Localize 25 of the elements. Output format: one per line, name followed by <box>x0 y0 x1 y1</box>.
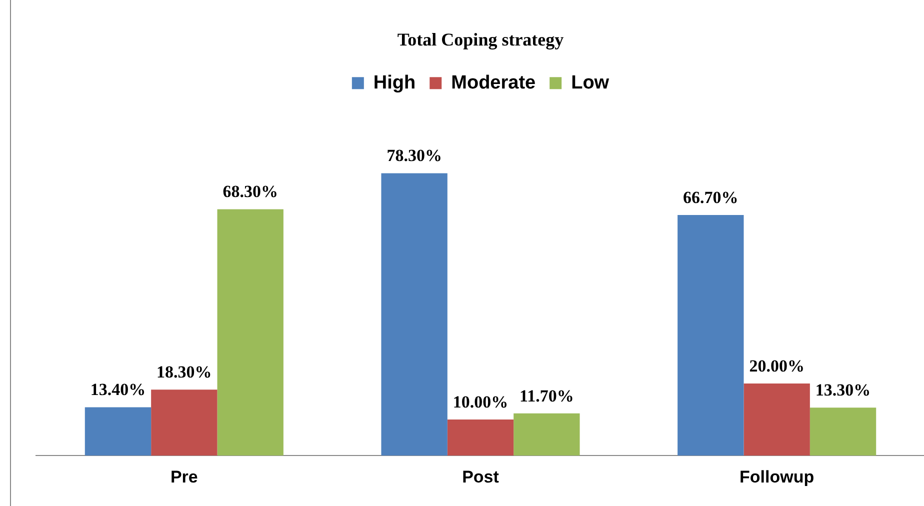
bar <box>447 420 514 456</box>
data-label: 10.00% <box>452 392 508 412</box>
bar <box>217 209 284 456</box>
chart-title: Total Coping strategy <box>397 29 564 50</box>
data-label: 11.70% <box>520 386 574 406</box>
bar <box>151 390 218 456</box>
bar <box>514 413 580 456</box>
x-tick-label: Followup <box>740 467 814 486</box>
data-label: 68.30% <box>222 182 278 202</box>
legend-label: Moderate <box>451 72 536 94</box>
data-label: 78.30% <box>386 146 442 166</box>
x-tick-label: Pre <box>170 467 198 486</box>
bar <box>678 215 744 456</box>
data-label: 66.70% <box>683 188 738 207</box>
bar <box>744 383 810 456</box>
bar <box>810 408 876 456</box>
legend-label: High <box>373 72 416 94</box>
bar <box>84 407 152 456</box>
data-label: 20.00% <box>749 356 804 376</box>
data-label: 18.30% <box>156 362 212 382</box>
data-label: 13.30% <box>815 380 871 400</box>
bar <box>381 173 448 456</box>
data-label: 13.40% <box>90 380 146 400</box>
x-tick-label: Post <box>462 467 500 486</box>
legend-label: Low <box>571 72 610 94</box>
